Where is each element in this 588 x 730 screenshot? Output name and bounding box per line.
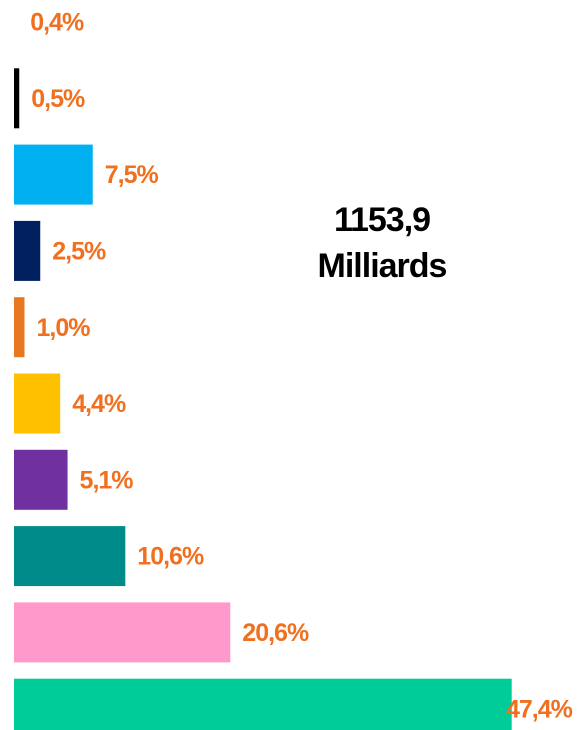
bar — [14, 68, 20, 129]
annotation-unit: Milliards — [318, 247, 447, 285]
annotation-total: 1153,9 — [334, 201, 430, 239]
bar — [14, 526, 126, 587]
bar — [14, 144, 93, 205]
bar — [14, 678, 512, 730]
bar — [14, 602, 231, 663]
value-label: 0,4% — [30, 9, 84, 37]
value-label: 4,4% — [72, 390, 126, 418]
value-label: 5,1% — [80, 466, 134, 494]
bar — [14, 220, 41, 281]
value-label: 7,5% — [105, 161, 159, 189]
value-label: 47,4% — [506, 695, 573, 723]
bar — [14, 449, 68, 510]
value-label: 0,5% — [31, 85, 85, 113]
bar — [14, 0, 19, 52]
bar — [14, 373, 61, 434]
value-label: 1,0% — [37, 314, 91, 342]
value-label: 2,5% — [52, 238, 106, 266]
bar — [14, 297, 25, 358]
value-label: 10,6% — [137, 543, 204, 571]
value-label: 20,6% — [242, 619, 309, 647]
